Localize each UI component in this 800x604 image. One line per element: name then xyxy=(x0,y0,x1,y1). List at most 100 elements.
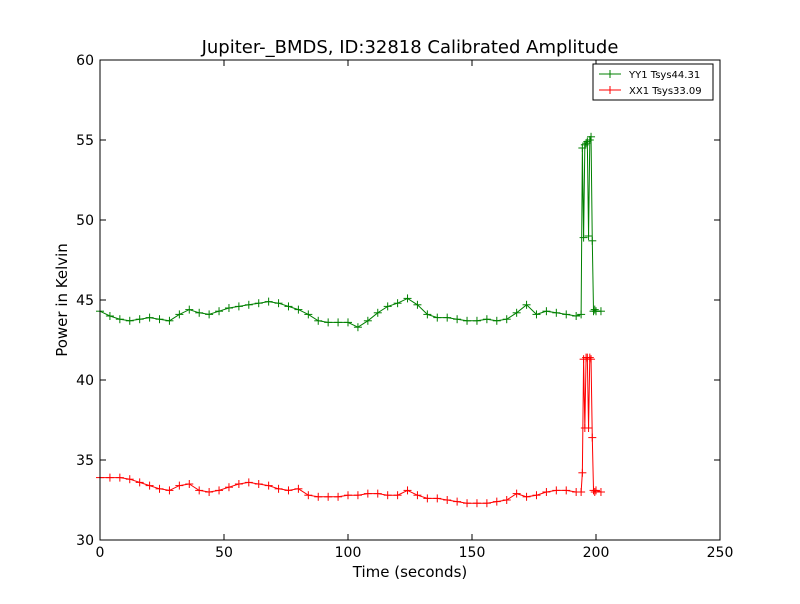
x-axis: 0 50 100 150 200 250 xyxy=(96,60,733,561)
x-tick-label: 100 xyxy=(335,545,362,561)
data-point-marker xyxy=(512,308,521,317)
data-point-marker xyxy=(175,310,184,319)
x-axis-label: Time (seconds) xyxy=(352,563,468,581)
data-point-marker xyxy=(215,307,224,316)
data-point-marker xyxy=(453,315,462,324)
legend-label: XX1 Tsys33.09 xyxy=(629,86,702,97)
data-point-marker xyxy=(552,308,561,317)
data-point-marker xyxy=(254,480,263,488)
data-point-marker xyxy=(284,302,293,311)
data-point-marker xyxy=(234,480,243,488)
data-point-marker xyxy=(115,473,124,482)
data-point-marker xyxy=(482,499,491,508)
data-point-marker xyxy=(145,313,154,322)
data-point-marker xyxy=(324,492,333,501)
data-point-marker xyxy=(264,481,273,490)
data-point-marker xyxy=(572,312,581,320)
y-tick-label: 35 xyxy=(76,453,94,469)
data-point-marker xyxy=(264,297,273,306)
data-point-marker xyxy=(363,489,372,498)
data-point-marker xyxy=(472,499,481,508)
data-point-marker xyxy=(532,491,541,500)
data-point-marker xyxy=(512,489,521,498)
data-point-marker xyxy=(284,486,293,495)
data-point-marker xyxy=(294,305,303,314)
x-tick-label: 150 xyxy=(459,545,486,561)
data-point-marker xyxy=(383,491,392,500)
data-point-marker xyxy=(584,232,593,240)
series-2 xyxy=(96,353,605,508)
data-point-marker xyxy=(344,318,352,327)
data-point-marker xyxy=(577,488,586,496)
data-point-marker xyxy=(373,308,382,317)
series-1 xyxy=(96,132,605,332)
data-point-marker xyxy=(542,307,551,316)
data-point-marker xyxy=(492,497,501,506)
data-point-marker xyxy=(344,491,352,500)
data-point-marker xyxy=(334,492,343,501)
data-point-marker xyxy=(492,316,501,325)
data-point-marker xyxy=(393,299,402,308)
data-point-marker xyxy=(224,304,233,312)
data-point-marker xyxy=(135,315,144,324)
data-point-marker xyxy=(125,316,134,325)
data-point-marker xyxy=(596,307,605,316)
data-point-marker xyxy=(244,300,253,309)
data-point-marker xyxy=(215,486,224,495)
data-point-marker xyxy=(363,316,372,325)
data-point-marker xyxy=(234,302,243,311)
data-point-marker xyxy=(125,475,134,484)
data-point-marker xyxy=(522,300,531,309)
data-point-marker xyxy=(502,315,511,324)
data-point-marker xyxy=(582,139,591,148)
data-point-marker xyxy=(423,310,432,319)
legend-label: YY1 Tsys44.31 xyxy=(628,70,700,81)
data-point-marker xyxy=(353,323,362,332)
data-point-marker xyxy=(195,486,204,495)
legend-item: YY1 Tsys44.31 xyxy=(599,70,700,81)
data-point-marker xyxy=(584,424,593,432)
data-point-marker xyxy=(274,299,283,308)
data-point-marker xyxy=(314,316,323,325)
chart-title: Jupiter-_BMDS, ID:32818 Calibrated Ampli… xyxy=(201,37,619,58)
data-point-marker xyxy=(585,136,594,144)
data-point-marker xyxy=(413,491,422,500)
data-point-marker xyxy=(403,294,412,303)
data-point-marker xyxy=(413,300,422,309)
x-tick-label: 200 xyxy=(583,545,610,561)
data-point-marker xyxy=(443,313,452,322)
data-point-marker xyxy=(463,316,472,325)
data-point-marker xyxy=(155,315,164,324)
data-point-marker xyxy=(403,486,412,495)
data-point-marker xyxy=(552,486,561,495)
data-point-marker xyxy=(423,494,432,503)
data-point-marker xyxy=(373,489,382,498)
y-tick-label: 50 xyxy=(76,213,94,229)
data-point-marker xyxy=(579,233,588,242)
data-point-marker xyxy=(590,305,599,314)
data-point-marker xyxy=(105,312,114,320)
legend: YY1 Tsys44.31 XX1 Tsys33.09 xyxy=(592,63,714,101)
data-point-marker xyxy=(175,481,184,490)
data-point-marker xyxy=(294,484,303,493)
data-point-marker xyxy=(195,308,204,317)
data-point-marker xyxy=(482,315,491,324)
y-tick-label: 60 xyxy=(76,53,94,69)
data-point-marker xyxy=(115,315,124,324)
data-point-marker xyxy=(578,468,587,477)
data-point-marker xyxy=(592,486,600,495)
data-point-marker xyxy=(588,236,597,245)
data-point-marker xyxy=(472,316,481,325)
data-point-marker xyxy=(135,478,144,487)
data-point-marker xyxy=(165,486,174,495)
data-point-marker xyxy=(562,310,571,319)
data-point-marker xyxy=(254,299,263,308)
data-point-marker xyxy=(433,494,442,503)
y-tick-label: 55 xyxy=(76,133,94,149)
data-point-marker xyxy=(155,484,164,493)
data-point-marker xyxy=(562,486,571,495)
data-point-marker xyxy=(383,302,392,311)
data-point-marker xyxy=(185,480,194,488)
y-axis-label: Power in Kelvin xyxy=(53,243,71,357)
